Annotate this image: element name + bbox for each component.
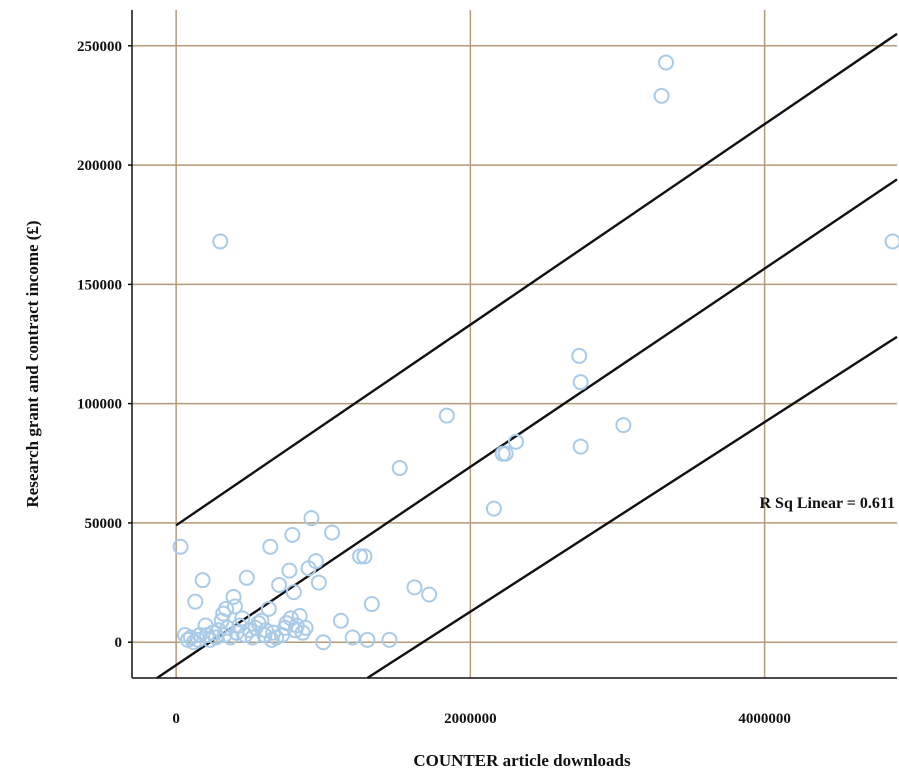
data-point	[363, 596, 380, 613]
data-point	[391, 460, 408, 477]
data-point	[271, 576, 288, 593]
data-point	[332, 612, 349, 629]
data-point	[303, 510, 320, 527]
data-point	[238, 569, 255, 586]
data-point	[172, 538, 189, 555]
y-tick-label: 100000	[77, 397, 122, 413]
data-point	[285, 584, 302, 601]
y-tick-label: 200000	[77, 158, 122, 174]
data-point	[884, 233, 899, 250]
r-squared-annotation: R Sq Linear = 0.611	[759, 495, 895, 512]
data-point	[359, 631, 376, 648]
data-point	[507, 433, 524, 450]
fit-line-upper	[175, 32, 898, 527]
data-point	[615, 417, 632, 434]
data-point	[281, 562, 298, 579]
data-point	[244, 629, 261, 646]
data-point	[262, 538, 279, 555]
fit-line-fit	[156, 178, 898, 679]
data-point	[572, 374, 589, 391]
data-point	[310, 574, 327, 591]
y-tick-label: 250000	[77, 39, 122, 55]
y-tick-label: 50000	[85, 516, 123, 532]
data-point	[352, 548, 369, 565]
data-points	[172, 54, 899, 651]
fit-line-lower	[366, 335, 898, 680]
data-point	[356, 548, 373, 565]
tick-labels: 0 2000000 4000000 0 50000 100000 150000 200000 2…	[77, 39, 791, 727]
data-point	[658, 54, 675, 71]
data-point	[284, 526, 301, 543]
x-tick-label: 0	[172, 711, 180, 727]
data-point	[381, 631, 398, 648]
data-point	[187, 593, 204, 610]
data-point	[572, 438, 589, 455]
data-point	[218, 600, 235, 617]
data-point	[212, 233, 229, 250]
data-point	[406, 579, 423, 596]
data-point	[438, 407, 455, 424]
data-point	[307, 553, 324, 570]
x-tick-label: 4000000	[738, 711, 791, 727]
y-tick-label: 150000	[77, 277, 122, 293]
data-point	[324, 524, 341, 541]
x-tick-label: 2000000	[444, 711, 497, 727]
data-point	[226, 598, 243, 615]
data-point	[297, 619, 314, 636]
y-axis-title: Research grant and contract income (£)	[23, 220, 42, 507]
data-point	[234, 610, 251, 627]
data-point	[421, 586, 438, 603]
y-tick-label: 0	[115, 635, 123, 651]
data-point	[225, 588, 242, 605]
data-point	[485, 500, 502, 517]
data-point	[315, 634, 332, 651]
x-axis-title: COUNTER article downloads	[413, 751, 631, 770]
data-point	[497, 445, 514, 462]
axes	[128, 10, 897, 679]
fit-lines	[156, 32, 898, 680]
data-point	[194, 572, 211, 589]
grid-lines	[132, 10, 897, 678]
data-point	[260, 600, 277, 617]
data-point	[571, 347, 588, 364]
data-point	[653, 87, 670, 104]
data-point	[344, 629, 361, 646]
data-point	[219, 619, 236, 636]
